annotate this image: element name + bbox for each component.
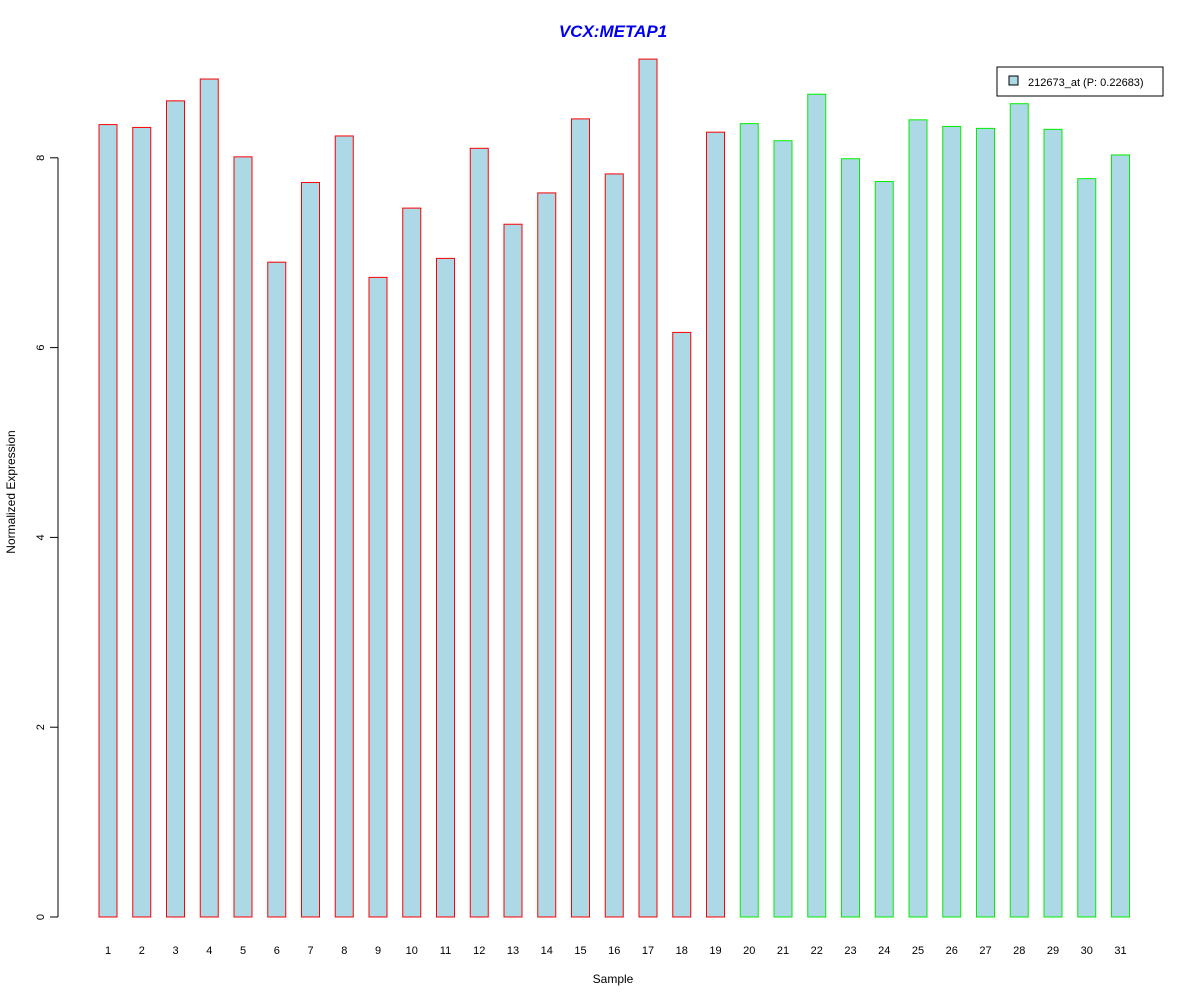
x-tick-label: 14 (541, 945, 553, 957)
bar (199, 78, 219, 918)
bar (672, 331, 692, 918)
bar (1043, 128, 1063, 918)
x-tick-label: 23 (844, 945, 856, 957)
y-tick-label: 2 (35, 724, 47, 730)
bar (503, 223, 523, 918)
x-tick-label: 8 (341, 945, 347, 957)
bar (604, 173, 624, 918)
x-tick-label: 7 (307, 945, 313, 957)
chart-title: VCX:METAP1 (559, 22, 667, 41)
x-tick-label: 3 (172, 945, 178, 957)
bar (537, 192, 557, 918)
bar (132, 126, 152, 918)
bar (233, 156, 253, 918)
bar (334, 135, 354, 918)
y-tick-label: 6 (35, 345, 47, 351)
x-tick-label: 4 (206, 945, 212, 957)
bar (773, 140, 793, 918)
legend-box (996, 66, 1164, 97)
x-tick-label: 24 (878, 945, 890, 957)
bar (638, 58, 658, 918)
x-tick-label: 30 (1081, 945, 1093, 957)
y-axis: 0 2 4 6 8 (35, 155, 59, 920)
x-tick-label: 6 (274, 945, 280, 957)
x-tick-label: 18 (676, 945, 688, 957)
x-tick-label: 25 (912, 945, 924, 957)
bar (166, 100, 185, 918)
x-tick-label: 31 (1114, 945, 1126, 957)
y-tick-label: 0 (35, 914, 47, 920)
x-tick-label: 12 (473, 945, 485, 957)
bar (368, 276, 388, 918)
x-axis-label: Sample (593, 972, 634, 986)
bar (1077, 178, 1097, 918)
bar (267, 261, 287, 918)
x-tick-label: 2 (139, 945, 145, 957)
x-tick-label: 9 (375, 945, 381, 957)
bar (874, 181, 894, 918)
bar (976, 127, 995, 918)
bar (942, 125, 962, 918)
x-tick-label: 16 (608, 945, 620, 957)
bar (739, 123, 759, 918)
x-tick-label: 20 (743, 945, 755, 957)
x-tick-label: 29 (1047, 945, 1059, 957)
bar (436, 257, 455, 918)
x-tick-label: 1 (105, 945, 111, 957)
bar (841, 158, 860, 918)
bar (469, 147, 489, 918)
bar (571, 118, 590, 918)
x-tick-label: 5 (240, 945, 246, 957)
bar (706, 131, 725, 918)
legend: 212673_at (P: 0.22683) (996, 66, 1164, 97)
x-tick-label: 19 (709, 945, 721, 957)
bar (908, 119, 928, 918)
bars (98, 58, 1130, 918)
x-tick-label: 13 (507, 945, 519, 957)
x-tick-label: 22 (811, 945, 823, 957)
x-tick-label: 10 (406, 945, 418, 957)
bar (402, 207, 422, 918)
y-axis-label: Normalized Expression (4, 430, 18, 553)
bar (98, 124, 118, 918)
x-tick-label: 17 (642, 945, 654, 957)
x-tick-labels: 1 2 3 4 5 6 7 8 9 10 11 12 13 14 15 16 17 18 19 20 21 22 23 24 2… (105, 945, 1127, 957)
x-tick-label: 11 (440, 945, 451, 957)
bar (301, 181, 320, 918)
bar (807, 93, 827, 918)
x-tick-label: 21 (777, 945, 789, 957)
bar (1009, 103, 1029, 918)
legend-label: 212673_at (P: 0.22683) (1028, 77, 1144, 89)
y-tick-label: 8 (35, 155, 47, 161)
bar (1111, 154, 1130, 918)
x-tick-label: 27 (979, 945, 991, 957)
legend-swatch (1008, 75, 1019, 86)
x-tick-label: 15 (574, 945, 586, 957)
y-tick-label: 4 (35, 534, 47, 540)
x-tick-label: 28 (1013, 945, 1025, 957)
x-tick-label: 26 (946, 945, 958, 957)
